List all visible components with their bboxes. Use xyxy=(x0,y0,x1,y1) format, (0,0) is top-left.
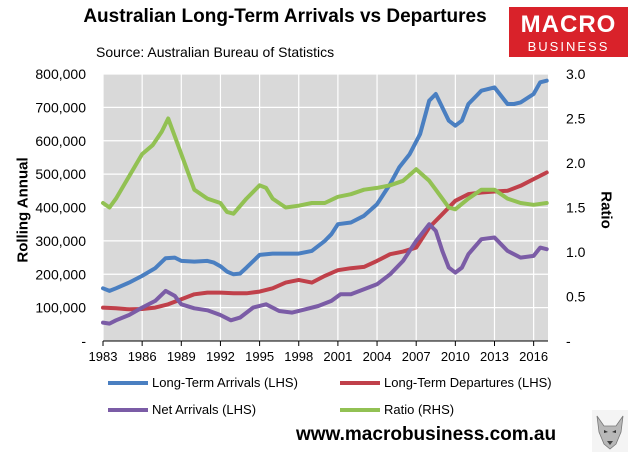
x-tick-label: 2016 xyxy=(519,349,548,364)
legend-swatch-departures xyxy=(340,380,380,385)
y-tick-label-right: 1.0 xyxy=(566,244,586,260)
series-line-arrivals xyxy=(101,78,549,293)
y-tick-label-right: 3.0 xyxy=(566,66,586,82)
logo-line1: MACRO xyxy=(520,11,617,38)
y-tick-label-left: 100,000 xyxy=(35,300,86,316)
legend-label-arrivals: Long-Term Arrivals (LHS) xyxy=(152,375,298,390)
series-line-ratio xyxy=(101,116,549,216)
y-tick-label-right: 2.0 xyxy=(566,155,586,171)
x-tick-label: 2004 xyxy=(363,349,392,364)
wolf-logo-icon xyxy=(592,410,628,452)
y-tick-label-left: 600,000 xyxy=(35,133,86,149)
y-tick-label-left: 500,000 xyxy=(35,166,86,182)
y-tick-label-left: - xyxy=(81,333,86,349)
x-tick-label: 1998 xyxy=(284,349,313,364)
x-tick-label: 2010 xyxy=(441,349,470,364)
y-tick-label-left: 700,000 xyxy=(35,99,86,115)
legend-item-departures: Long-Term Departures (LHS) xyxy=(340,375,552,390)
legend-label-net-arrivals: Net Arrivals (LHS) xyxy=(152,402,257,417)
x-tick-label: 1983 xyxy=(89,349,118,364)
x-tick-label: 1995 xyxy=(245,349,274,364)
x-tick-label: 1986 xyxy=(128,349,157,364)
y-tick-label-right: 2.5 xyxy=(566,111,586,127)
series-line-net-arrivals xyxy=(101,222,549,326)
legend-item-net-arrivals: Net Arrivals (LHS) xyxy=(108,402,256,417)
y-tick-label-left: 300,000 xyxy=(35,233,86,249)
x-tick-label: 2001 xyxy=(323,349,352,364)
legend-item-arrivals: Long-Term Arrivals (LHS) xyxy=(108,375,298,390)
legend-swatch-arrivals xyxy=(108,380,148,385)
y-tick-label-right: - xyxy=(566,333,571,349)
x-tick-label: 2007 xyxy=(402,349,431,364)
legend-label-departures: Long-Term Departures (LHS) xyxy=(384,375,552,390)
legend-item-ratio: Ratio (RHS) xyxy=(340,402,454,417)
y-tick-label-right: 1.5 xyxy=(566,200,586,216)
y-tick-label-left: 800,000 xyxy=(35,66,86,82)
x-tick-label: 2013 xyxy=(480,349,509,364)
y-tick-label-left: 400,000 xyxy=(35,200,86,216)
legend-swatch-ratio xyxy=(340,407,380,412)
y-tick-label-right: 0.5 xyxy=(566,289,586,305)
logo-line2: BUSINESS xyxy=(527,39,610,54)
x-tick-label: 1992 xyxy=(206,349,235,364)
website-url: www.macrobusiness.com.au xyxy=(296,424,557,445)
chart-title: Australian Long-Term Arrivals vs Departu… xyxy=(83,6,487,27)
legend-label-ratio: Ratio (RHS) xyxy=(384,402,455,417)
y-tick-label-left: 200,000 xyxy=(35,266,86,282)
legend-swatch-net-arrivals xyxy=(108,407,148,412)
x-tick-label: 1989 xyxy=(167,349,196,364)
chart-subtitle: Source: Australian Bureau of Statistics xyxy=(96,44,335,60)
macrobusiness-logo: MACRO BUSINESS xyxy=(509,7,628,57)
